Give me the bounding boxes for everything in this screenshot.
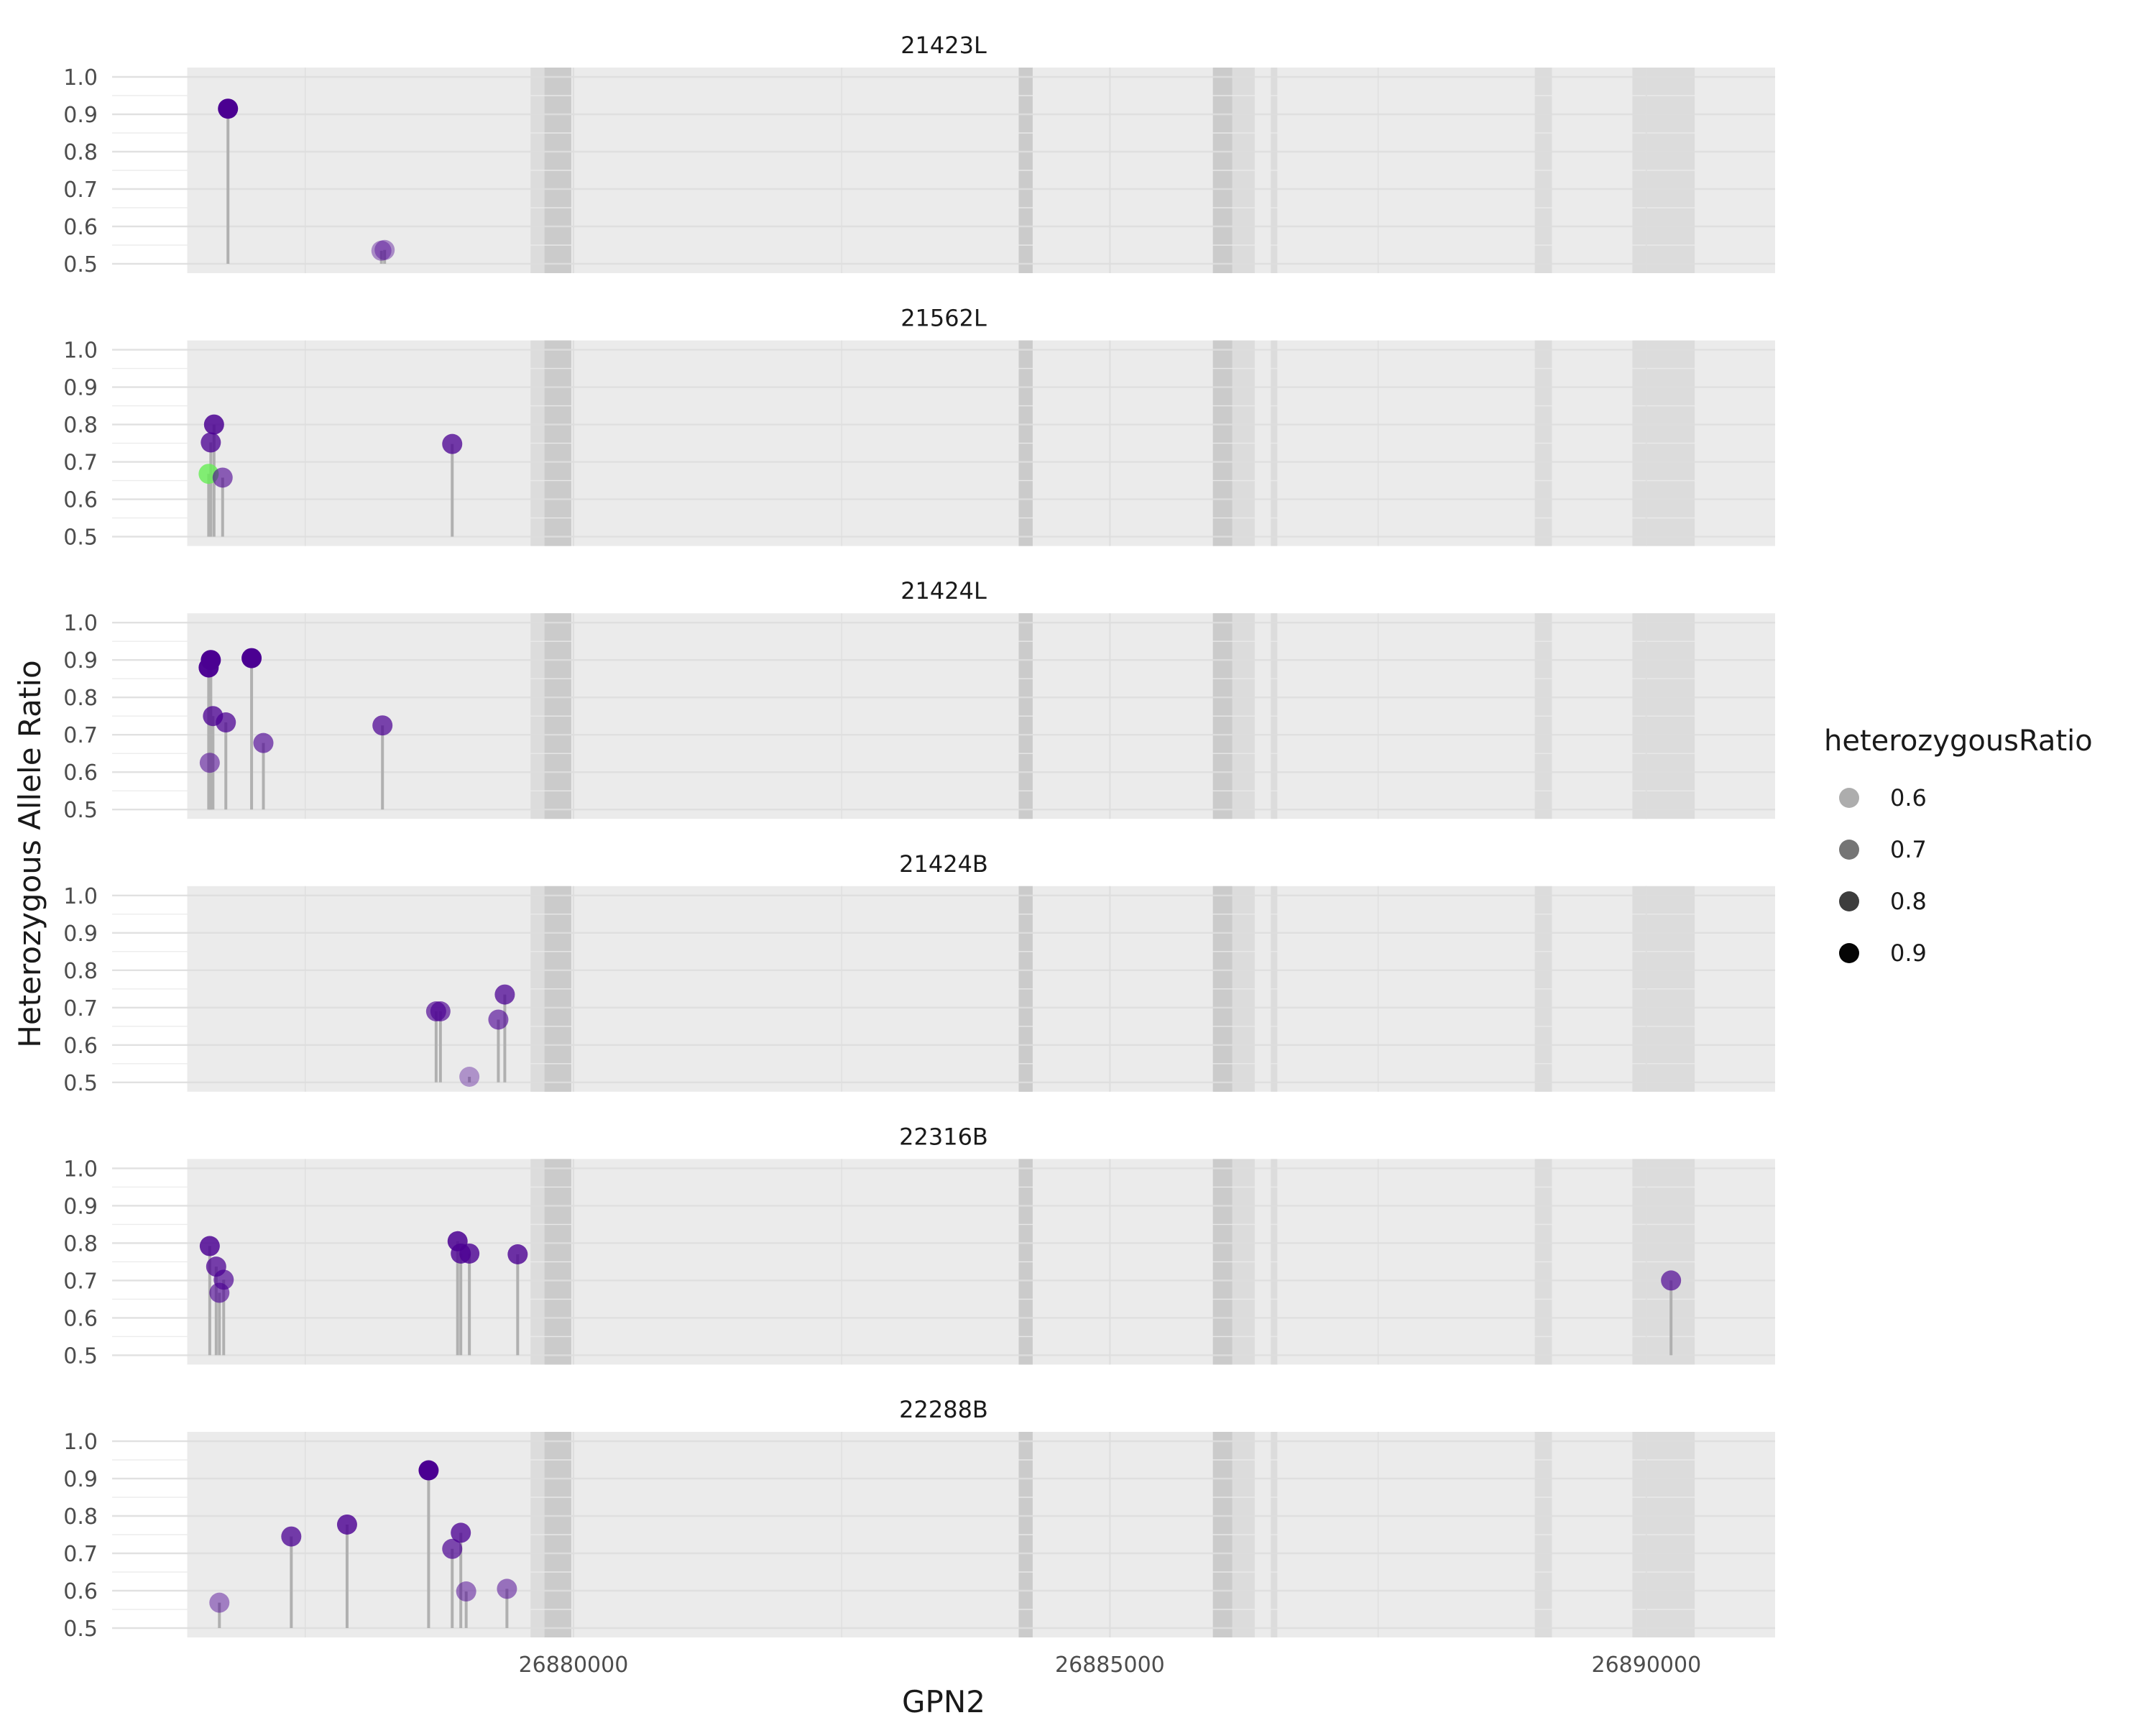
data-point xyxy=(209,1592,230,1613)
panel: 21562L 0.5 0.6 0.7 0.8 0.9 1.0 xyxy=(63,305,1776,551)
data-point xyxy=(374,239,395,260)
y-tick-label: 0.6 xyxy=(63,1034,98,1059)
data-point xyxy=(213,1269,234,1290)
data-point xyxy=(488,1009,509,1030)
y-tick-label: 0.8 xyxy=(63,140,98,165)
legend-label: 0.9 xyxy=(1890,939,1927,967)
data-point xyxy=(281,1526,302,1547)
legend: heterozygousRatio 0.6 0.7 0.8 0.9 xyxy=(1824,725,2093,967)
x-axis-title: GPN2 xyxy=(902,1684,985,1719)
legend-key xyxy=(1839,840,1859,860)
data-point xyxy=(216,712,236,733)
data-point xyxy=(430,1001,451,1021)
y-tick-label: 0.8 xyxy=(63,959,98,984)
data-point xyxy=(1661,1270,1682,1291)
y-tick-label: 0.9 xyxy=(63,103,98,128)
data-point xyxy=(456,1581,476,1602)
y-tick-label: 1.0 xyxy=(63,1157,98,1182)
y-tick-label: 0.8 xyxy=(63,686,98,711)
y-tick-label: 0.9 xyxy=(63,922,98,947)
panel: 21423L 0.5 0.6 0.7 0.8 0.9 1.0 xyxy=(63,32,1776,277)
data-point xyxy=(371,240,392,261)
y-tick-label: 0.9 xyxy=(63,1194,98,1219)
legend-key xyxy=(1839,943,1859,963)
data-point xyxy=(201,650,221,671)
data-point xyxy=(442,1538,463,1559)
y-tick-label: 0.6 xyxy=(63,1579,98,1604)
data-point xyxy=(241,648,262,668)
data-point xyxy=(497,1578,517,1599)
y-tick-label: 0.5 xyxy=(63,798,98,823)
data-point xyxy=(199,753,220,773)
y-tick-label: 1.0 xyxy=(63,339,98,364)
panel: 22288B 0.5 0.6 0.7 0.8 0.9 1.0 xyxy=(63,1396,1776,1642)
data-point xyxy=(203,414,224,435)
data-point xyxy=(459,1067,480,1087)
y-tick-label: 0.6 xyxy=(63,488,98,513)
panel: 21424B 0.5 0.6 0.7 0.8 0.9 1.0 xyxy=(63,850,1776,1096)
y-tick-label: 0.5 xyxy=(63,1343,98,1369)
y-axis-title: Heterozygous Allele Ratio xyxy=(12,660,47,1047)
y-tick-label: 1.0 xyxy=(63,1430,98,1455)
y-tick-label: 0.7 xyxy=(63,1542,98,1567)
panel-title: 21424L xyxy=(900,577,987,605)
data-point xyxy=(418,1460,439,1481)
legend-title: heterozygousRatio xyxy=(1824,725,2093,758)
data-point xyxy=(199,1236,220,1256)
panel-title: 21423L xyxy=(900,32,987,59)
y-tick-label: 1.0 xyxy=(63,65,98,91)
y-tick-label: 0.5 xyxy=(63,525,98,551)
data-point xyxy=(201,432,221,453)
panel: 22316B 0.5 0.6 0.7 0.8 0.9 1.0 xyxy=(63,1123,1776,1369)
y-tick-label: 0.9 xyxy=(63,648,98,674)
data-point xyxy=(507,1244,528,1264)
legend-label: 0.6 xyxy=(1890,784,1927,812)
y-tick-label: 0.6 xyxy=(63,760,98,786)
data-point xyxy=(372,715,393,736)
data-point xyxy=(459,1243,480,1264)
y-tick-label: 0.8 xyxy=(63,1231,98,1256)
y-tick-label: 0.7 xyxy=(63,451,98,476)
data-point xyxy=(494,984,515,1005)
data-point xyxy=(218,98,239,119)
y-tick-label: 0.7 xyxy=(63,996,98,1021)
y-tick-label: 0.5 xyxy=(63,1617,98,1642)
data-point xyxy=(451,1522,471,1543)
y-tick-label: 0.6 xyxy=(63,1306,98,1331)
data-point xyxy=(253,732,274,753)
data-point xyxy=(212,467,233,488)
panel-title: 22316B xyxy=(899,1123,988,1150)
y-tick-label: 0.9 xyxy=(63,1467,98,1492)
y-tick-label: 0.5 xyxy=(63,252,98,277)
panel-title: 22288B xyxy=(899,1396,988,1423)
panel-title: 21424B xyxy=(899,850,988,878)
legend-key xyxy=(1839,788,1859,808)
y-tick-label: 0.7 xyxy=(63,723,98,748)
legend-key xyxy=(1839,891,1859,911)
y-tick-label: 0.8 xyxy=(63,1504,98,1530)
legend-label: 0.8 xyxy=(1890,888,1927,915)
data-point xyxy=(336,1514,357,1535)
legend-label: 0.7 xyxy=(1890,836,1927,863)
y-tick-label: 0.8 xyxy=(63,413,98,438)
y-tick-label: 0.6 xyxy=(63,215,98,240)
x-tick-label: 26885000 xyxy=(1055,1653,1165,1678)
y-tick-label: 0.7 xyxy=(63,1269,98,1294)
y-tick-label: 1.0 xyxy=(63,884,98,909)
panel: 21424L 0.5 0.6 0.7 0.8 0.9 1.0 xyxy=(63,577,1776,823)
panel-title: 21562L xyxy=(900,305,987,332)
data-point xyxy=(442,433,463,454)
y-tick-label: 0.9 xyxy=(63,376,98,401)
x-tick-label: 26890000 xyxy=(1592,1653,1702,1678)
y-tick-label: 0.5 xyxy=(63,1071,98,1096)
y-tick-label: 1.0 xyxy=(63,611,98,636)
x-tick-label: 26880000 xyxy=(519,1653,629,1678)
y-tick-label: 0.7 xyxy=(63,178,98,203)
